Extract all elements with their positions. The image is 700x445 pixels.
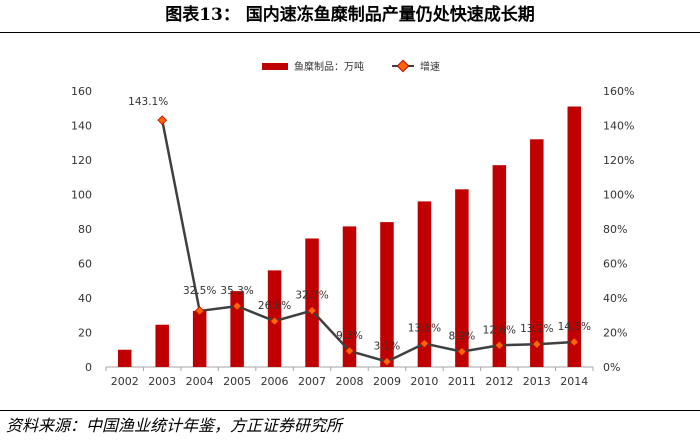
line-marker <box>232 301 242 311</box>
data-label: 9.3% <box>336 330 363 342</box>
data-label: 13.6% <box>408 323 441 335</box>
line-marker <box>531 339 542 350</box>
axes: 0 20 40 60 80 100 120 140 160 0% 20% 40% 60% 80% 100% 1… <box>71 85 634 388</box>
bar <box>455 189 469 367</box>
line-marker <box>457 346 467 357</box>
x-tick-label: 2002 <box>111 375 139 388</box>
bar <box>305 238 319 367</box>
data-label: 35.3% <box>220 285 253 297</box>
y-right-tick-label: 140% <box>603 120 634 133</box>
bar <box>567 106 582 368</box>
y-left-tick-label: 0 <box>85 361 92 374</box>
data-label: 143.1% <box>128 96 168 108</box>
y-left-tick-label: 80 <box>78 223 92 236</box>
bottom-rule <box>0 410 700 411</box>
data-label: 32.7% <box>295 290 328 302</box>
bar <box>192 310 207 367</box>
y-right-tick-label: 40% <box>603 292 627 305</box>
line-marker <box>157 115 168 125</box>
x-tick-label: 2013 <box>523 375 551 388</box>
y-right-tick-label: 100% <box>603 189 634 202</box>
line-marker <box>494 340 505 351</box>
y-right-tick-label: 120% <box>603 154 634 167</box>
legend-bar-swatch <box>262 63 288 70</box>
y-left-tick-label: 60 <box>78 258 92 271</box>
x-tick-label: 2011 <box>448 375 476 388</box>
bar <box>492 165 507 367</box>
y-left-tick-label: 160 <box>71 85 92 98</box>
line-marker <box>344 346 355 356</box>
bar <box>530 139 544 367</box>
y-right-tick-label: 60% <box>603 258 627 271</box>
x-tick-label: 2008 <box>336 375 364 388</box>
y-left-tick-label: 140 <box>71 120 92 133</box>
x-tick-label: 2007 <box>298 375 326 388</box>
figure-title: 图表13： 国内速冻鱼糜制品产量仍处快速成长期 <box>165 5 535 25</box>
bar <box>155 324 169 367</box>
bar <box>417 201 432 367</box>
bar <box>230 291 244 367</box>
line-marker <box>382 356 392 367</box>
growth-line <box>160 119 575 363</box>
legend-line-marker <box>396 59 410 73</box>
y-left-tick-label: 120 <box>71 154 92 167</box>
data-label: 3.1% <box>374 341 401 353</box>
line-marker <box>269 316 280 326</box>
x-tick-label: 2003 <box>148 375 176 388</box>
x-tick-label: 2006 <box>261 375 289 388</box>
x-tick-label: 2004 <box>186 375 214 388</box>
line-marker <box>307 305 317 316</box>
data-label: 13.2% <box>520 323 553 335</box>
source-note: 资料来源：中国渔业统计年鉴，方正证券研究所 <box>6 416 343 435</box>
bar <box>342 226 357 367</box>
line-marker <box>569 337 580 347</box>
data-label: 32.5% <box>183 285 216 297</box>
data-label: 14.5% <box>558 321 591 333</box>
x-tick-label: 2012 <box>485 375 513 388</box>
x-tick-label: 2014 <box>560 375 588 388</box>
y-left-tick-label: 100 <box>71 189 92 202</box>
legend-line-label: 增速 <box>420 60 440 73</box>
bar-series <box>117 106 582 368</box>
data-labels: 143.1% 32.5% 35.3% 26.6% 32.7% 9.3% 3.1% 13.6% 8… <box>128 96 591 353</box>
y-right-tick-label: 20% <box>603 327 627 340</box>
y-right-tick-label: 160% <box>603 85 634 98</box>
data-label: 26.6% <box>258 300 291 312</box>
y-right-tick-label: 80% <box>603 223 627 236</box>
y-left-tick-label: 40 <box>78 292 92 305</box>
x-tick-label: 2005 <box>223 375 251 388</box>
data-label: 12.6% <box>483 324 516 336</box>
legend: 鱼糜制品：万吨 增速 <box>262 59 440 73</box>
bar <box>380 222 394 367</box>
x-tick-label: 2009 <box>373 375 401 388</box>
line-marker <box>194 306 205 316</box>
chart: 鱼糜制品：万吨 增速 0 20 40 60 80 100 120 140 160 0% 20% 40%… <box>71 59 634 388</box>
bar <box>117 349 132 367</box>
x-tick-label: 2010 <box>410 375 438 388</box>
line-marker <box>419 338 430 349</box>
top-rule <box>0 32 700 33</box>
legend-bar-label: 鱼糜制品：万吨 <box>294 60 364 73</box>
line-series <box>157 115 580 367</box>
y-left-tick-label: 20 <box>78 327 92 340</box>
data-label: 8.9% <box>449 331 476 343</box>
y-right-tick-label: 0% <box>603 361 620 374</box>
